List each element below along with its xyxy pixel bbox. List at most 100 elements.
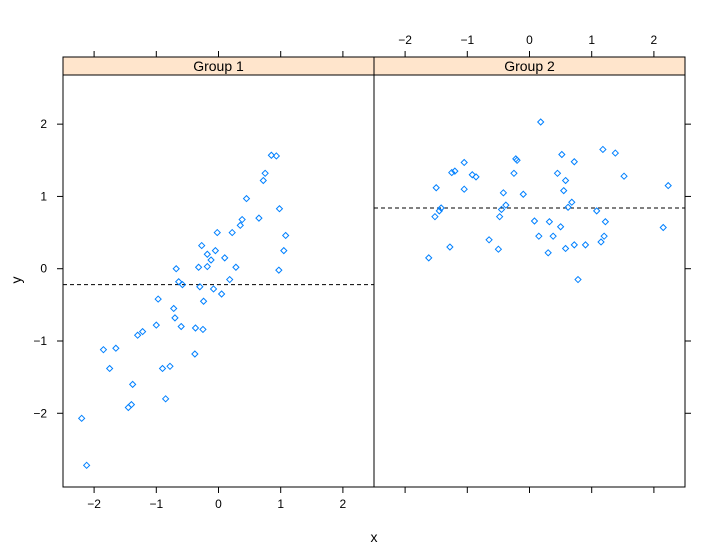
- data-point: [236, 221, 244, 230]
- x-tick-label: 1: [277, 497, 284, 511]
- data-point: [259, 176, 267, 185]
- data-point: [128, 380, 137, 389]
- data-point: [497, 205, 506, 214]
- data-point: [564, 203, 572, 211]
- data-point: [495, 212, 504, 221]
- data-point: [152, 321, 161, 329]
- x-tick-label: 2: [340, 497, 347, 511]
- data-point: [203, 250, 212, 258]
- data-point: [177, 322, 185, 331]
- data-point: [199, 325, 207, 334]
- data-point: [171, 314, 179, 322]
- data-point: [510, 169, 518, 178]
- data-point: [225, 275, 234, 284]
- data-point: [127, 400, 136, 409]
- panel-border: [373, 74, 686, 488]
- data-point: [275, 266, 283, 274]
- strip-label: Group 1: [193, 58, 244, 74]
- data-point: [513, 156, 521, 164]
- data-point: [460, 185, 468, 193]
- data-point: [255, 214, 263, 222]
- x-tick-label: −2: [87, 497, 101, 511]
- data-point: [267, 151, 276, 159]
- x-tick-label: 1: [588, 33, 595, 47]
- data-point: [272, 152, 281, 160]
- data-point: [221, 254, 229, 262]
- data-point: [174, 278, 183, 286]
- data-point: [437, 204, 445, 212]
- data-point: [570, 241, 578, 249]
- data-point: [197, 241, 206, 250]
- data-point: [194, 263, 203, 271]
- data-point: [280, 246, 288, 255]
- x-tick-label: 0: [215, 497, 222, 511]
- data-point: [211, 246, 220, 255]
- data-point: [432, 184, 440, 192]
- x-tick-label: −1: [460, 33, 474, 47]
- data-point: [499, 189, 508, 197]
- data-point: [203, 262, 212, 271]
- data-point: [664, 181, 672, 190]
- x-tick-label: −1: [149, 497, 163, 511]
- strip-label: Group 2: [504, 58, 555, 74]
- data-point: [275, 205, 284, 213]
- data-point: [191, 324, 200, 332]
- data-point: [530, 217, 539, 225]
- data-point: [166, 362, 174, 370]
- data-point: [154, 295, 162, 303]
- data-point: [549, 232, 557, 240]
- data-point: [561, 176, 570, 185]
- data-point: [138, 327, 147, 336]
- y-tick-label: 1: [40, 189, 47, 203]
- data-point: [217, 290, 226, 298]
- data-point: [620, 172, 628, 180]
- data-point: [170, 304, 178, 313]
- data-point: [451, 167, 459, 175]
- y-tick-label: 2: [40, 117, 47, 131]
- data-point: [112, 344, 120, 352]
- data-point: [519, 190, 527, 198]
- data-point: [242, 194, 251, 203]
- y-tick-label: −1: [33, 334, 47, 348]
- y-tick-label: 0: [40, 262, 47, 276]
- data-point: [196, 283, 204, 291]
- data-point: [431, 212, 439, 221]
- x-tick-label: 0: [526, 33, 533, 47]
- data-point: [124, 403, 133, 412]
- data-point: [599, 145, 607, 154]
- data-point: [172, 265, 180, 273]
- data-point: [560, 186, 568, 195]
- data-point: [592, 207, 601, 215]
- data-point: [232, 263, 240, 271]
- data-point: [570, 158, 578, 166]
- data-point: [178, 280, 187, 289]
- data-point: [207, 256, 215, 264]
- data-point: [158, 364, 167, 373]
- data-point: [659, 223, 667, 232]
- data-point: [568, 198, 576, 206]
- data-point: [161, 395, 170, 403]
- data-point: [209, 285, 218, 293]
- data-point: [261, 169, 269, 178]
- data-point: [601, 218, 610, 226]
- panel-2: Group 2: [373, 56, 686, 488]
- panel-1: Group 1: [62, 56, 375, 488]
- data-point: [535, 232, 543, 240]
- data-point: [561, 244, 570, 253]
- axes-layer: −2 −1 0 1 2 −2 −1 0 1 2 −2 −1 0 1 2: [33, 33, 691, 511]
- data-point: [446, 243, 454, 251]
- data-point: [545, 218, 554, 226]
- data-point: [281, 231, 290, 240]
- x-axis-title: x: [371, 529, 378, 545]
- data-point: [228, 228, 236, 237]
- data-point: [502, 201, 510, 209]
- data-point: [553, 169, 562, 178]
- data-point: [558, 150, 566, 159]
- data-point: [133, 331, 142, 339]
- x-tick-label: 2: [651, 33, 658, 47]
- data-point: [77, 414, 86, 423]
- data-point: [544, 249, 552, 257]
- data-point: [574, 275, 582, 284]
- data-point: [494, 245, 503, 253]
